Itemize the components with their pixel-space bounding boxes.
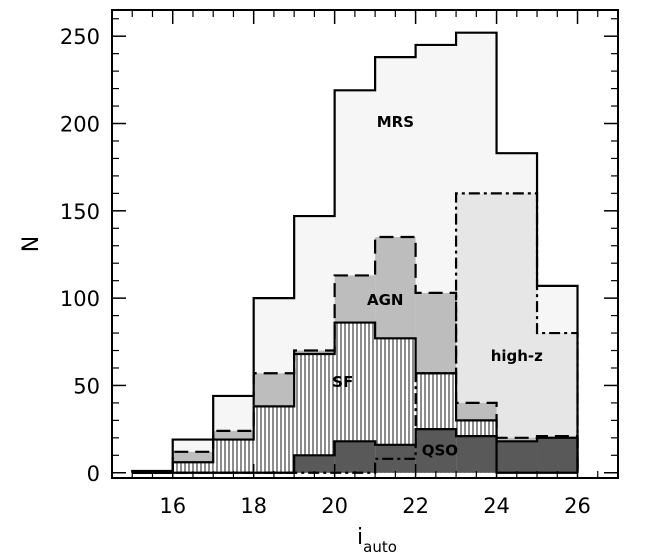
x-tick-label: 26: [564, 494, 591, 518]
x-tick-label: 24: [483, 494, 510, 518]
y-tick-labels: 0 50 100 150 200 250: [60, 25, 100, 486]
qso-bar: [415, 429, 457, 473]
plot-frame: [111, 9, 619, 479]
x-tick-label: 20: [321, 494, 348, 518]
qso-bar: [537, 437, 578, 473]
qso-bar: [456, 436, 497, 473]
high-z-outline: [132, 192, 579, 474]
high-z-bar: [496, 193, 538, 473]
series-label-agn: AGN: [367, 291, 403, 309]
series-label-high-z: high-z: [491, 347, 543, 365]
y-tick-label: 0: [87, 462, 100, 486]
series-label-sf: SF: [332, 373, 353, 391]
y-tick-label: 100: [60, 287, 100, 311]
qso-bar: [294, 455, 335, 473]
y-tick-label: 250: [60, 25, 100, 49]
mrs-outline: [131, 31, 579, 473]
x-tick-label: 16: [159, 494, 186, 518]
agn-outline: [132, 235, 579, 474]
qso-bar: [334, 441, 376, 473]
x-tick-labels: 16 18 20 22 24 26: [159, 494, 591, 518]
sf-outline: [132, 321, 578, 474]
sf-bar: [213, 439, 254, 473]
axis-ticks: [111, 10, 619, 478]
sf-bar: [253, 406, 295, 473]
histogram-outlines: [131, 31, 579, 474]
series-label-qso: QSO: [422, 441, 458, 459]
series-label-mrs: MRS: [377, 113, 414, 131]
qso-outline: [132, 428, 579, 474]
qso-bar: [496, 441, 538, 473]
y-tick-label: 150: [60, 200, 100, 224]
histogram-fills: [132, 32, 578, 473]
x-tick-label: 18: [240, 494, 267, 518]
x-axis-title-subscript: auto: [363, 538, 397, 556]
x-axis-title-main: i: [357, 525, 363, 550]
y-axis-title: N: [19, 236, 44, 252]
x-axis-title: iauto: [357, 525, 397, 556]
x-tick-label: 22: [402, 494, 429, 518]
sf-bar: [294, 354, 335, 473]
y-tick-label: 200: [60, 113, 100, 137]
y-tick-label: 50: [73, 374, 100, 398]
sf-bar: [172, 462, 214, 473]
series-labels: MRS AGN SF high-z QSO: [332, 113, 543, 459]
